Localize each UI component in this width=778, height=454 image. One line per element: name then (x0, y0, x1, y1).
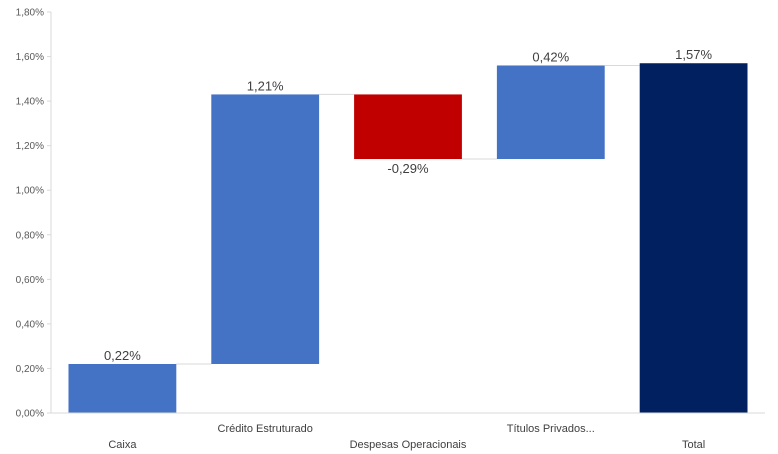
data-label: 0,22% (104, 348, 141, 363)
bar (354, 94, 462, 160)
y-tick-label: 0,20% (16, 364, 44, 375)
bar (211, 94, 320, 364)
x-tick-label: Crédito Estruturado (218, 423, 313, 435)
y-axis: 0,00% 0,20% 0,40% 0,60% 0,80% 1,00% 1,20% 1,40%… (16, 8, 52, 420)
y-tick-label: 1,00% (16, 186, 44, 197)
x-tick-label: Despesas Operacionais (350, 439, 467, 451)
data-label: 1,21% (247, 78, 284, 93)
data-label: 0,42% (532, 49, 569, 64)
y-tick-label: 0,00% (16, 409, 44, 420)
data-labels: 0,22% 1,21% -0,29% 0,42% 1,57% (104, 47, 713, 363)
y-tick-label: 1,60% (16, 52, 44, 63)
bar (639, 63, 748, 413)
y-tick-label: 0,80% (16, 230, 44, 241)
data-label: 1,57% (675, 47, 712, 62)
x-tick-label: Total (682, 439, 705, 451)
x-tick-label: Títulos Privados... (507, 423, 595, 435)
connector-lines (176, 64, 640, 365)
bars (68, 63, 748, 413)
bar (68, 363, 177, 413)
y-tick-label: 0,60% (16, 275, 44, 286)
y-tick-label: 1,40% (16, 97, 44, 108)
y-tick-label: 0,40% (16, 319, 44, 330)
bar (496, 65, 605, 160)
data-label: -0,29% (387, 161, 429, 176)
x-axis: Caixa Crédito Estruturado Despesas Operaci… (51, 412, 765, 451)
y-tick-label: 1,20% (16, 141, 44, 152)
x-tick-label: Caixa (108, 439, 137, 451)
y-tick-label: 1,80% (16, 8, 44, 19)
